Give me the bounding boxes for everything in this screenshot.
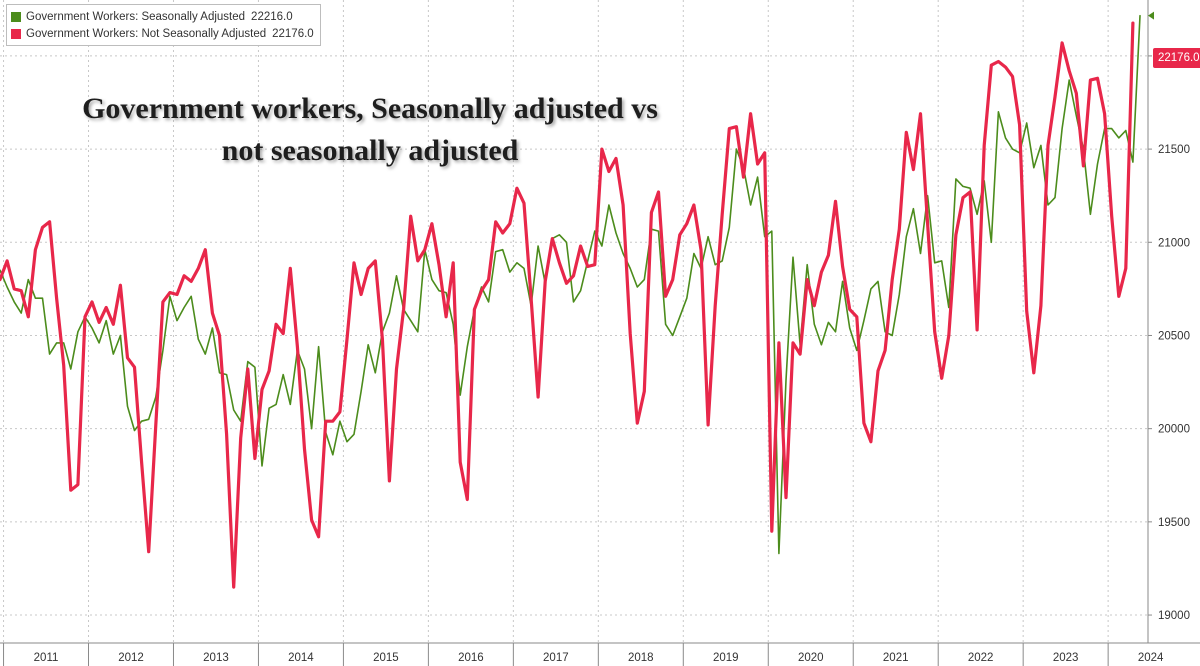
legend: Government Workers: Seasonally Adjusted … xyxy=(6,4,321,46)
x-tick-label: 2023 xyxy=(1053,652,1079,664)
x-tick-label: 2022 xyxy=(968,652,994,664)
y-axis-band xyxy=(1148,0,1200,643)
legend-label: Government Workers: Seasonally Adjusted xyxy=(26,10,246,23)
last-value-marker xyxy=(1148,11,1154,20)
legend-last-value: 22216.0 xyxy=(251,10,293,23)
x-tick-label: 2013 xyxy=(203,652,229,664)
series-line-not-seasonally-adjusted xyxy=(0,21,1135,589)
x-tick-label: 2014 xyxy=(288,652,314,664)
x-axis: 2011 2012 2013 2014 2015 2016 2017 2018 2019 2020… xyxy=(0,642,1200,666)
y-axis: 19000195002000020500210002150022000 xyxy=(1147,0,1200,643)
x-tick-label: 2012 xyxy=(118,652,144,664)
y-tick-label: 21500 xyxy=(1158,144,1190,156)
legend-swatch xyxy=(11,11,21,22)
x-tick-label: 2015 xyxy=(373,652,399,664)
x-tick-label: 2017 xyxy=(543,652,569,664)
x-tick-label: 2024 xyxy=(1138,652,1164,664)
chart-title: Government workers, Seasonally adjusted … xyxy=(82,92,658,167)
x-tick-label: 2016 xyxy=(458,652,484,664)
last-value-badge: 22176.0 xyxy=(1153,48,1200,68)
x-tick-label: 2011 xyxy=(34,652,59,664)
legend-swatch xyxy=(11,28,21,39)
series-group xyxy=(0,14,1141,589)
y-tick-label: 21000 xyxy=(1158,237,1190,249)
x-tick-label: 2021 xyxy=(883,652,909,664)
y-tick-label: 19500 xyxy=(1158,517,1190,529)
x-tick-label: 2020 xyxy=(798,652,824,664)
legend-last-value: 22176.0 xyxy=(272,27,314,40)
series-line-seasonally-adjusted xyxy=(0,14,1141,555)
x-tick-label: 2018 xyxy=(628,652,654,664)
legend-item-not-seasonally-adjusted: Government Workers: Not Seasonally Adjus… xyxy=(11,25,314,42)
legend-item-seasonally-adjusted: Government Workers: Seasonally Adjusted … xyxy=(11,8,314,25)
y-tick-label: 20500 xyxy=(1158,330,1190,342)
x-tick-label: 2019 xyxy=(713,652,739,664)
y-tick-label: 19000 xyxy=(1158,610,1190,622)
grid-lines xyxy=(0,0,1148,643)
legend-label: Government Workers: Not Seasonally Adjus… xyxy=(26,27,267,40)
y-tick-label: 20000 xyxy=(1158,424,1190,436)
